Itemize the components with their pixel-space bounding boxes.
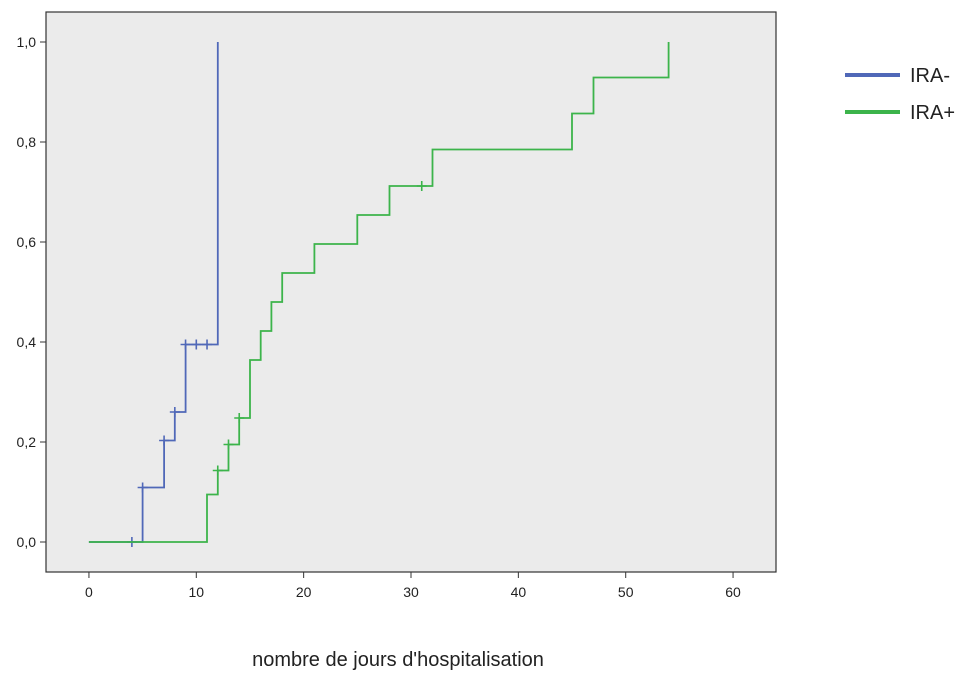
y-axis: 0,0 0,2 0,4 0,6 0,8 1,0 [17,34,46,550]
censor-mark [180,339,191,350]
x-tick-label: 50 [618,584,634,600]
y-tick-label: 0,8 [17,134,37,150]
censor-mark [159,435,170,446]
x-tick-label: 0 [85,584,93,600]
series-ira- [88,42,670,543]
censor-mark [234,413,245,423]
x-tick-label: 40 [511,584,527,600]
censor-mark [202,339,213,350]
censor-mark [223,439,234,450]
series-ira- [88,42,219,547]
x-tick-label: 20 [296,584,312,600]
y-tick-label: 1,0 [17,34,37,50]
censor-mark [169,407,180,417]
censor-mark [191,339,202,350]
x-axis: 0 10 20 30 40 50 60 [85,572,741,600]
censor-mark [212,465,223,476]
x-tick-label: 10 [189,584,205,600]
y-tick-label: 0,0 [17,534,37,550]
plot-area [45,11,777,573]
x-tick-label: 60 [725,584,741,600]
legend: IRA- IRA+ [845,65,955,124]
censor-mark [416,181,427,191]
y-tick-label: 0,4 [17,334,37,350]
y-tick-label: 0,6 [17,234,37,250]
series-layer [88,42,670,547]
x-axis-title: nombre de jours d'hospitalisation [252,649,544,671]
legend-label: IRA+ [910,102,955,124]
series-line [88,42,670,543]
x-tick-label: 30 [403,584,419,600]
legend-label: IRA- [910,65,950,87]
censor-mark [137,482,148,493]
y-tick-label: 0,2 [17,434,37,450]
